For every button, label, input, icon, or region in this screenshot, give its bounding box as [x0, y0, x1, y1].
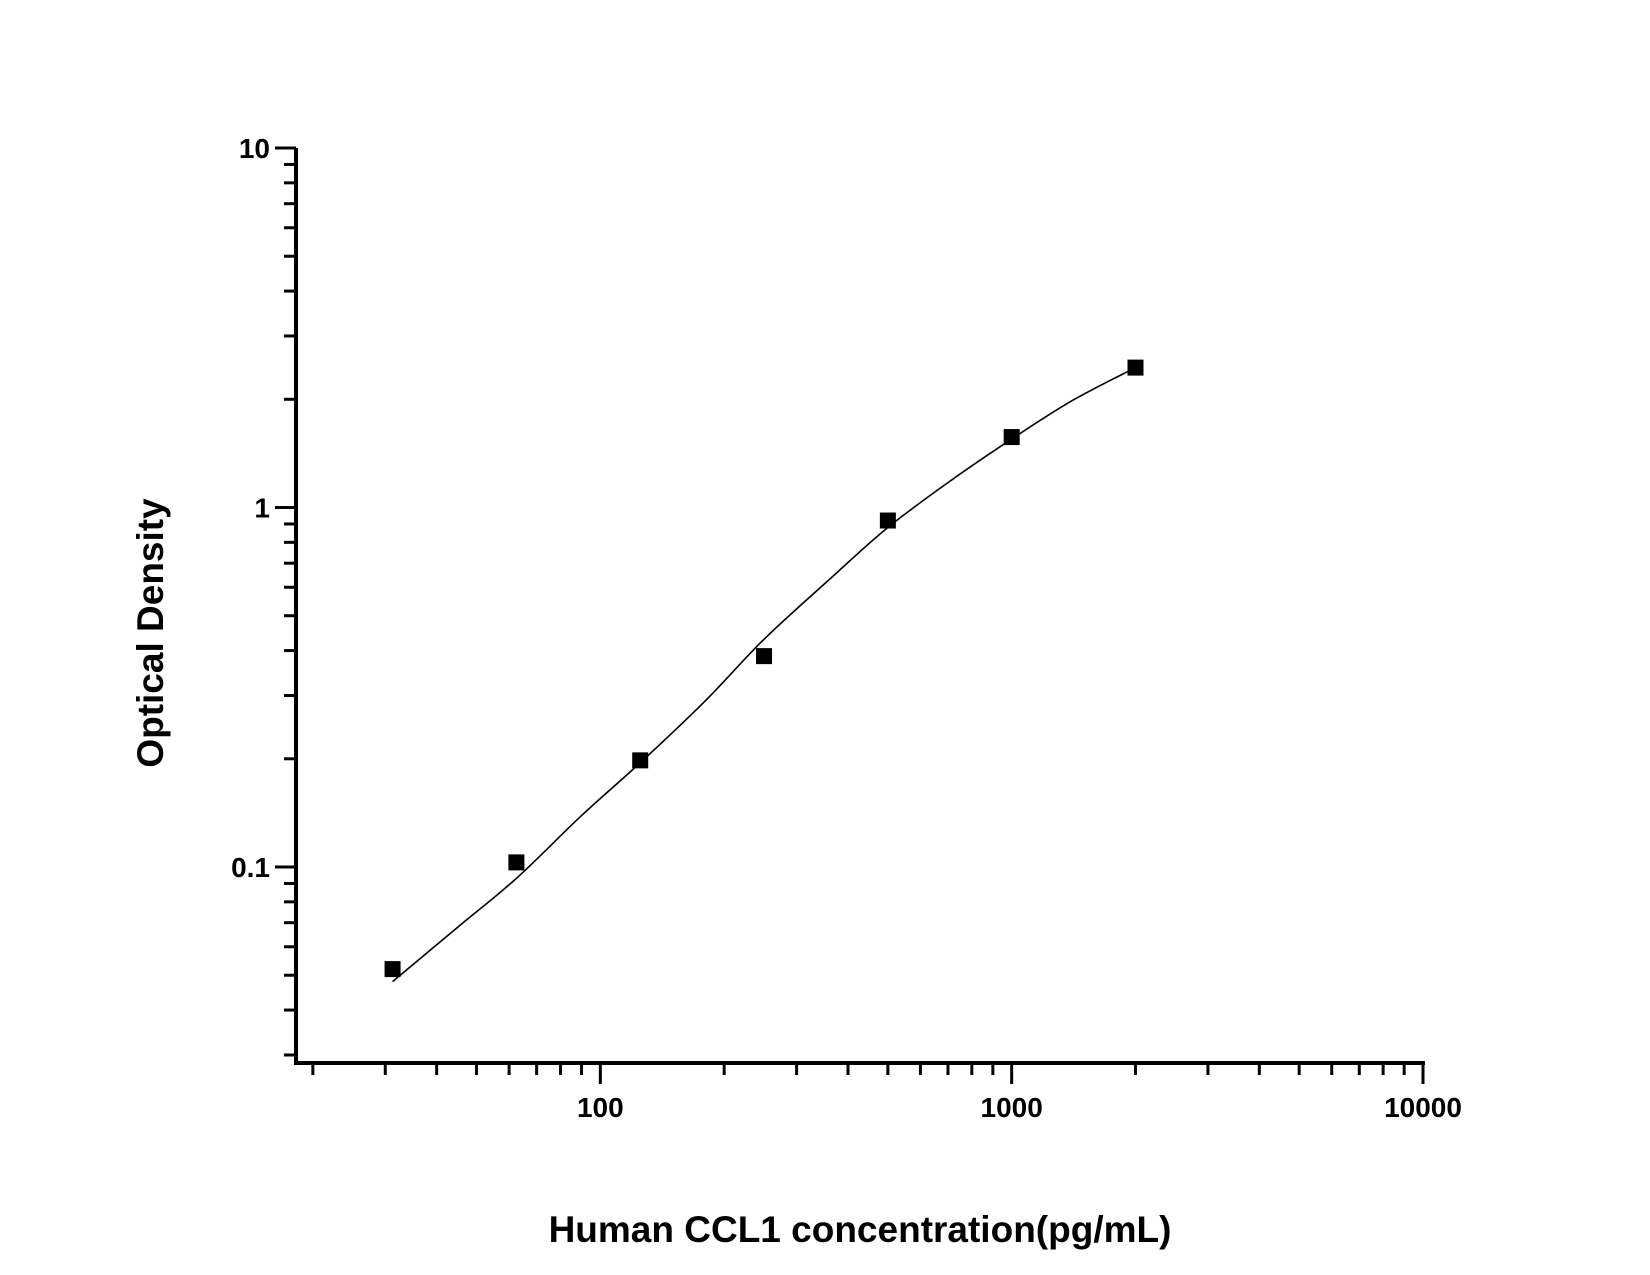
x-tick-label: 1000: [981, 1092, 1043, 1123]
data-point: [508, 854, 525, 871]
axes: 100 1000 10000 0.1 1 10: [231, 133, 1462, 1123]
x-tick-label: 100: [577, 1092, 624, 1123]
y-tick-label: 0.1: [231, 852, 270, 883]
data-point: [756, 648, 773, 665]
fit-curve-layer: [392, 366, 1136, 983]
fit-curve: [392, 366, 1136, 983]
data-point: [384, 961, 401, 978]
data-point: [1127, 359, 1144, 376]
x-axis-title: Human CCL1 concentration(pg/mL): [549, 1209, 1172, 1250]
y-tick-label: 1: [254, 493, 270, 524]
data-point: [1003, 429, 1020, 446]
x-tick-label: 10000: [1384, 1092, 1462, 1123]
data-points: [384, 359, 1144, 978]
data-point: [879, 512, 896, 529]
y-axis-title: Optical Density: [130, 498, 171, 768]
data-point: [632, 752, 649, 769]
y-tick-label: 10: [239, 133, 270, 164]
